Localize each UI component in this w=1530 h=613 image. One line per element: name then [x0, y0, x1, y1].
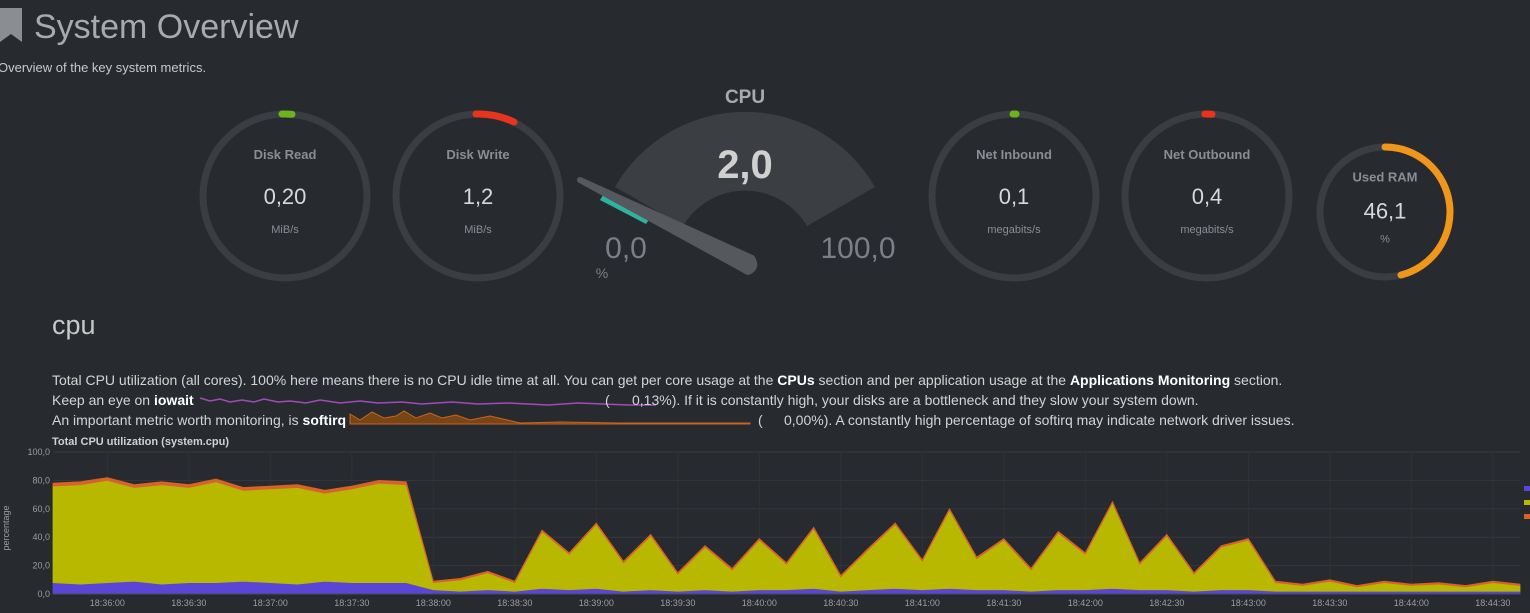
text: section. — [1230, 372, 1282, 388]
text: section and per application usage at the — [815, 372, 1070, 388]
y-tick-label: 100,0 — [27, 447, 50, 457]
gauge-label: Used RAM — [1352, 170, 1417, 185]
chart: 0,0 20,0 40,0 60,0 80,0 100,0 18:36:00 18:36:30… — [27, 447, 1530, 608]
chart-title: Total CPU utilization (system.cpu) — [52, 436, 229, 448]
y-tick-label: 0,0 — [37, 589, 50, 599]
text: Total CPU utilization (all cores). 100% … — [52, 372, 777, 388]
link[interactable]: Applications Monitoring — [1070, 372, 1230, 388]
cpu-gauge-needle — [577, 177, 758, 275]
x-tick-label: 18:43:00 — [1231, 598, 1266, 608]
legend-swatch — [1524, 514, 1530, 519]
description-line: Total CPU utilization (all cores). 100% … — [52, 372, 1282, 388]
cpu-gauge-value-text: 2,0 — [717, 143, 773, 187]
description-text: 0,00%). A constantly high percentage of … — [784, 412, 1295, 428]
gauge-label: Net Inbound — [976, 147, 1052, 162]
legend-swatch — [1524, 486, 1530, 491]
y-tick-label: 20,0 — [32, 561, 50, 571]
gauge-unit: megabits/s — [987, 224, 1041, 236]
cpu-gauge-band — [615, 111, 875, 226]
x-tick-label: 18:38:00 — [416, 598, 451, 608]
gauge-unit: MiB/s — [271, 224, 299, 236]
paren: ( — [758, 412, 763, 428]
legend-swatch — [1524, 500, 1530, 505]
softirq-sparkline — [349, 410, 751, 425]
gauge-unit: % — [1380, 233, 1390, 245]
cpu-gauge-max: 100,0 — [820, 232, 895, 265]
metric-name: softirq — [303, 412, 347, 428]
x-tick-label: 18:38:30 — [497, 598, 532, 608]
x-tick-label: 18:41:00 — [905, 598, 940, 608]
cpu-gauge-label: CPU — [725, 87, 765, 108]
paren: ( — [605, 392, 610, 408]
gauge-label: Disk Write — [446, 147, 509, 162]
y-axis-label: percentage — [1, 505, 11, 550]
y-tick-label: 40,0 — [32, 532, 50, 542]
cpu-gauge-min: 0,0 — [605, 232, 647, 265]
iowait-sparkline — [199, 397, 656, 406]
x-tick-label: 18:42:00 — [1068, 598, 1103, 608]
area-series — [52, 479, 1521, 592]
x-tick-label: 18:37:30 — [334, 598, 369, 608]
x-tick-label: 18:44:30 — [1475, 598, 1510, 608]
gauge-value: 0,1 — [999, 184, 1030, 209]
description-line: An important metric worth monitoring, is… — [52, 412, 346, 428]
x-tick-label: 18:36:30 — [171, 598, 206, 608]
x-tick-label: 18:40:00 — [742, 598, 777, 608]
text: Keep an eye on — [52, 392, 154, 408]
gauge-value: 46,1 — [1364, 199, 1407, 224]
gauge-unit: MiB/s — [464, 224, 492, 236]
x-tick-label: 18:44:00 — [1394, 598, 1429, 608]
section-title: cpu — [52, 310, 96, 340]
description-line: Keep an eye on iowait — [52, 392, 194, 408]
page-title: System Overview — [34, 8, 299, 46]
x-tick-label: 18:39:00 — [579, 598, 614, 608]
gauge-value: 0,20 — [264, 184, 307, 209]
x-tick-label: 18:43:30 — [1312, 598, 1347, 608]
page-subtitle: Overview of the key system metrics. — [0, 60, 206, 75]
cpu-gauge-value — [600, 195, 650, 224]
gauge-label: Disk Read — [254, 147, 317, 162]
x-tick-label: 18:39:30 — [660, 598, 695, 608]
bookmark-icon — [0, 8, 22, 42]
y-tick-label: 80,0 — [32, 475, 50, 485]
gauge-indicators — [278, 110, 1454, 279]
cpu-gauge-unit: % — [596, 265, 608, 281]
x-tick-label: 18:41:30 — [986, 598, 1021, 608]
x-tick-label: 18:36:00 — [90, 598, 125, 608]
text: An important metric worth monitoring, is — [52, 412, 303, 428]
gauge-value: 1,2 — [463, 184, 494, 209]
gauge-unit: megabits/s — [1180, 224, 1234, 236]
gauge-label: Net Outbound — [1164, 147, 1251, 162]
description-text: 0,13%). If it is constantly high, your d… — [632, 392, 1199, 408]
gauge-value: 0,4 — [1192, 184, 1223, 209]
x-tick-label: 18:37:00 — [253, 598, 288, 608]
link[interactable]: CPUs — [777, 372, 815, 388]
area-series — [52, 477, 1521, 588]
x-tick-label: 18:40:30 — [823, 598, 858, 608]
x-tick-label: 18:42:30 — [1149, 598, 1184, 608]
metric-name: iowait — [154, 392, 194, 408]
y-tick-label: 60,0 — [32, 504, 50, 514]
